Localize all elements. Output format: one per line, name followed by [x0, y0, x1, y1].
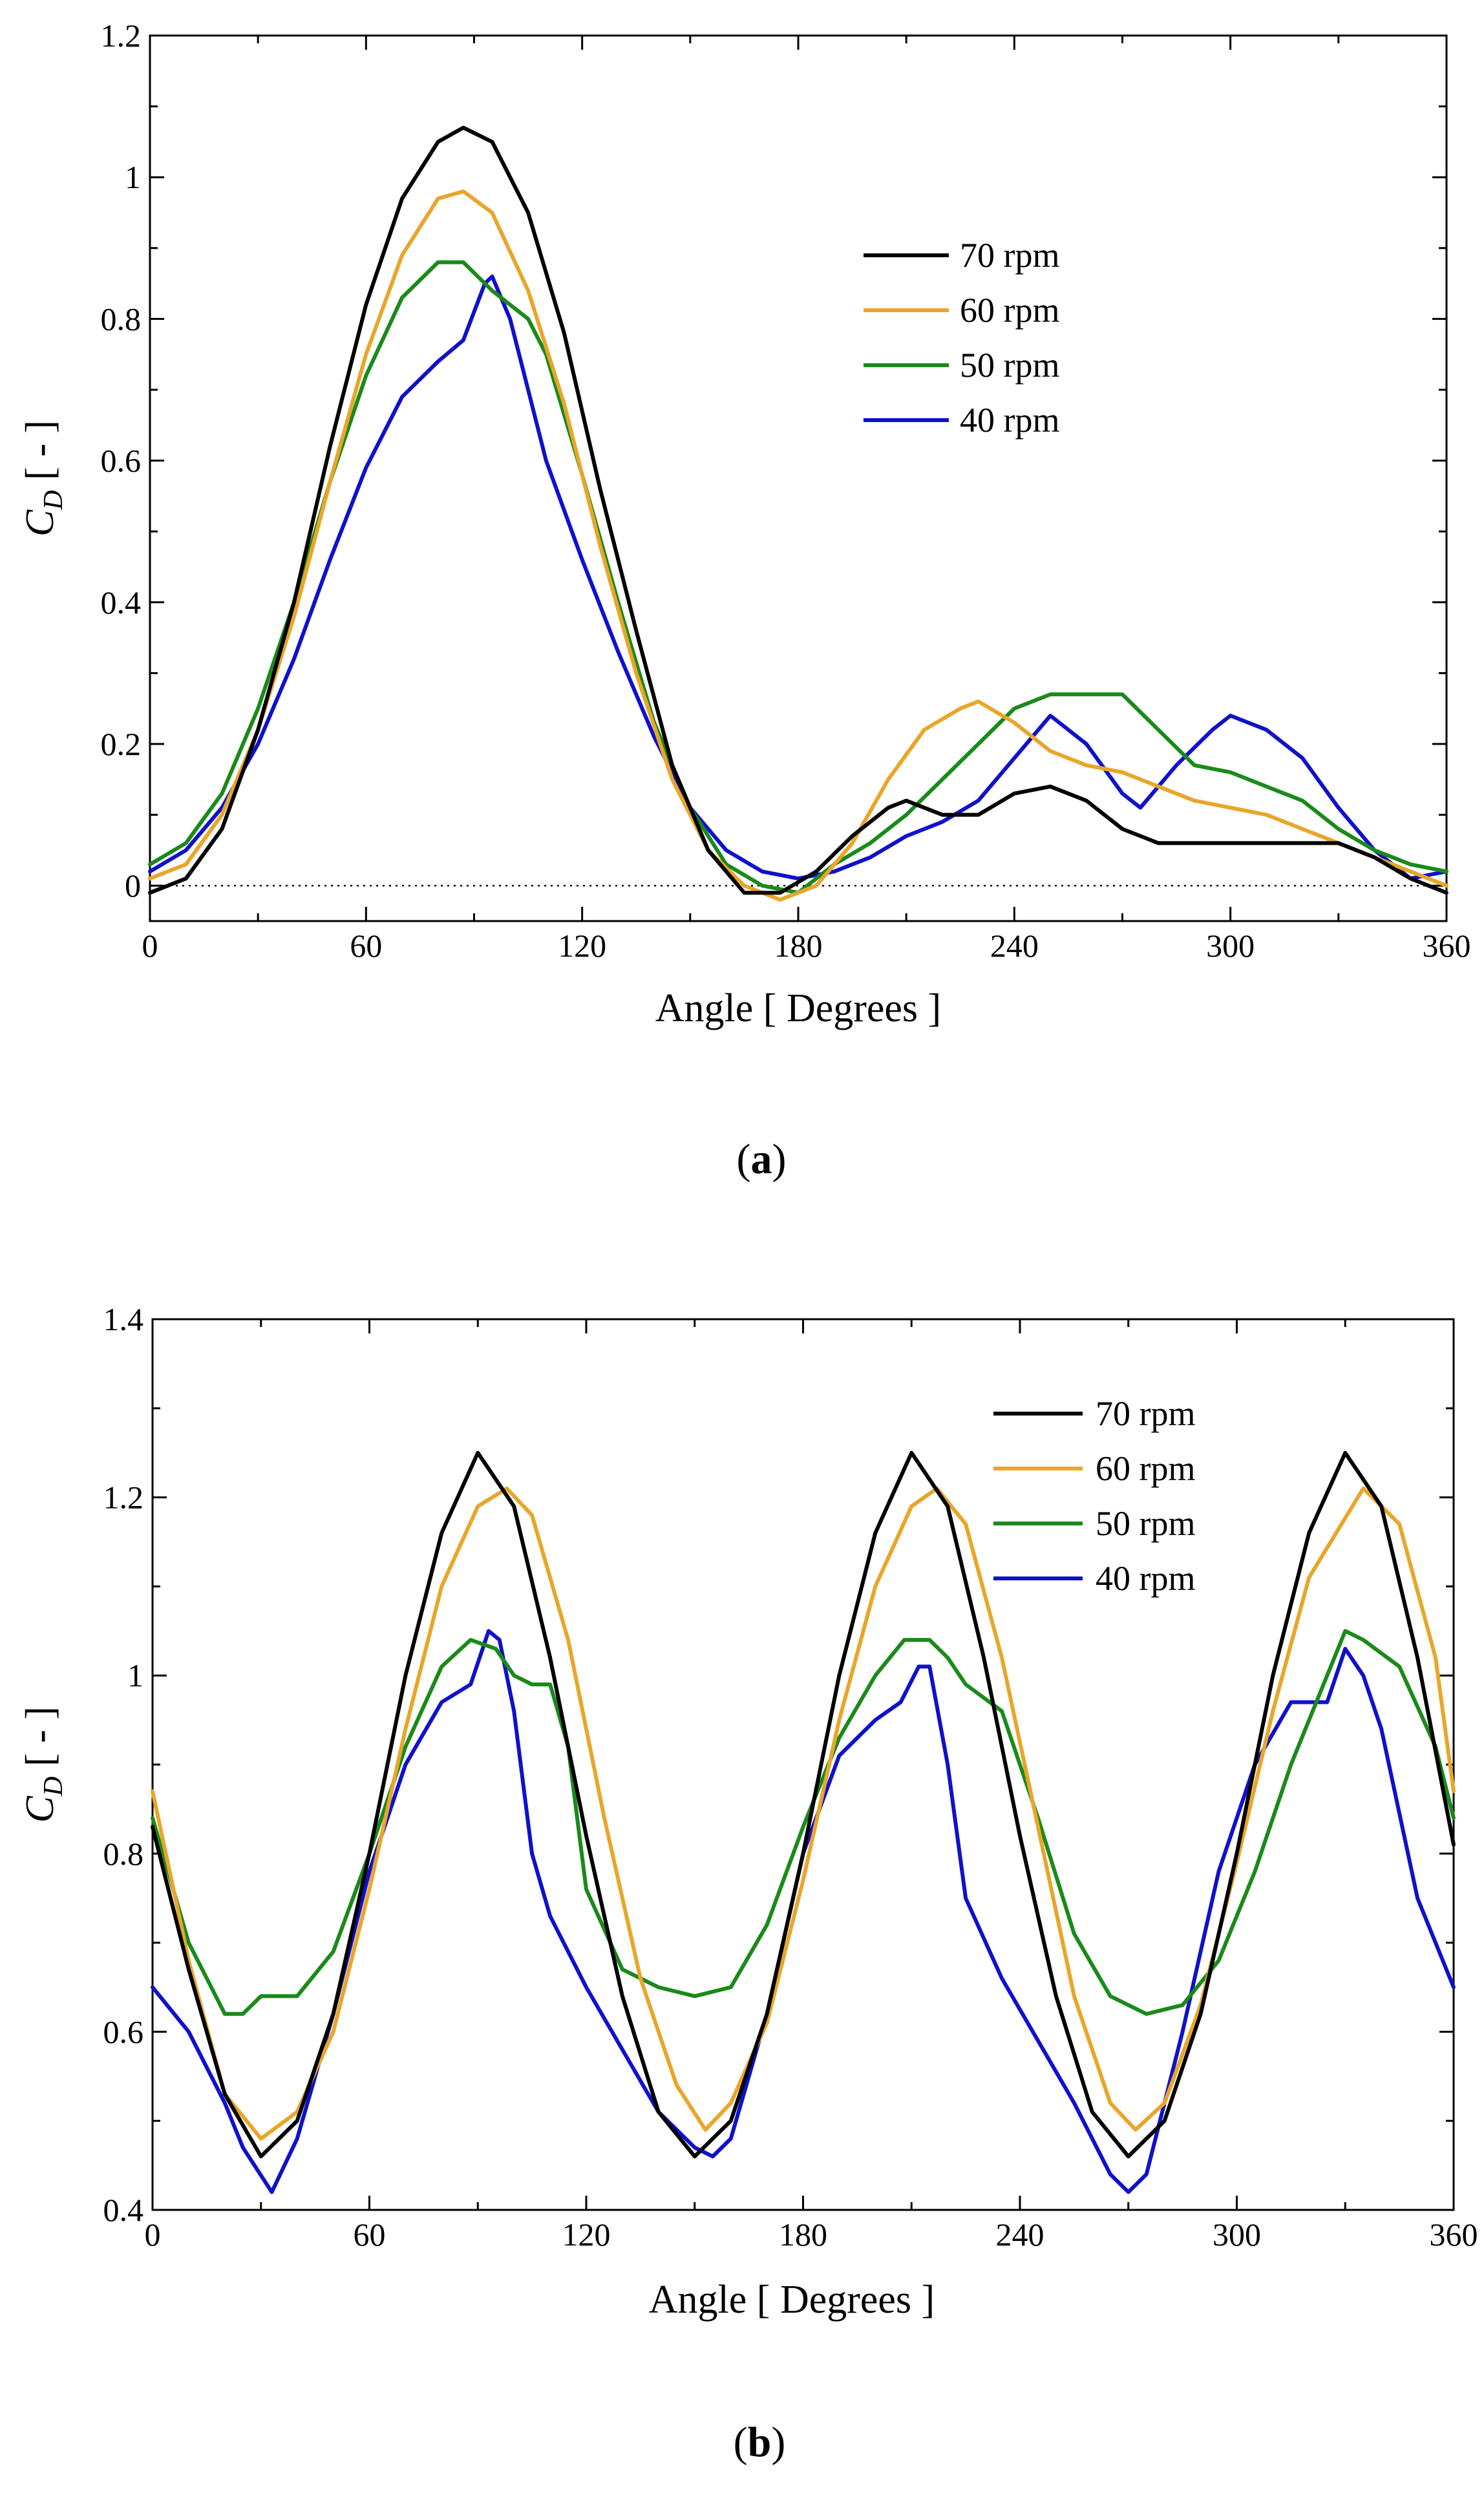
x-tick-label-a: 120: [558, 928, 606, 964]
legend-label-40-a: 40 rpm: [960, 401, 1060, 440]
chart-panel-b: 0 60 120 180 240 300 360 0.4 0.6 0.8 1 1.2 1.4 70 rp…: [18, 1301, 1478, 2466]
y-axis-label-b: CD [ - ]: [18, 1706, 69, 1823]
y-tick-label-a: 0: [125, 867, 141, 904]
caption-a: (a): [737, 1136, 787, 1183]
legend-label-50-b: 50 rpm: [1096, 1504, 1196, 1543]
y-axis-label-main-b: C: [18, 1796, 62, 1823]
series-line-70-rpm-b: [151, 1450, 1456, 2159]
y-axis-label-main-a: C: [18, 509, 62, 536]
y-tick-label-b: 1.4: [103, 1301, 144, 1337]
x-axis-label-a: Angle [ Degrees ]: [655, 986, 941, 1030]
legend-label-70-b: 70 rpm: [1096, 1394, 1196, 1433]
x-tick-label-b: 120: [562, 2216, 611, 2253]
legend-label-60-a: 60 rpm: [960, 291, 1060, 330]
y-tick-label-b: 0.8: [103, 1836, 144, 1872]
legend-label-50-a: 50 rpm: [960, 346, 1060, 385]
y-tick-label-b: 0.4: [103, 2192, 144, 2228]
caption-b-letter: b: [748, 2419, 772, 2466]
y-axis-label-a: CD [ - ]: [18, 420, 69, 536]
plot-frame-a: [149, 34, 1448, 922]
x-tick-label-a: 180: [774, 928, 823, 964]
series-line-50-rpm-b: [151, 1629, 1456, 2016]
x-tick-label-a: 360: [1423, 928, 1471, 964]
y-axis-label-unit-a: [ - ]: [18, 420, 62, 490]
series-line-60-rpm-a: [148, 189, 1448, 902]
series-line-40-rpm-a: [148, 274, 1448, 881]
y-tick-label-b: 1.2: [103, 1480, 144, 1516]
y-tick-label-a: 0.6: [101, 443, 142, 479]
caption-a-letter: a: [751, 1136, 772, 1183]
x-axis-label-b: Angle [ Degrees ]: [649, 2278, 935, 2322]
caption-b: (b): [734, 2419, 786, 2466]
y-axis-label-unit-b: [ - ]: [18, 1706, 62, 1776]
chart-panel-a: 0 60 120 180 240 300 360 0 0.2 0.4 0.6 0.8 1 1.2 70 r…: [18, 17, 1471, 1183]
axes-b: 0 60 120 180 240 300 360 0.4 0.6 0.8 1 1.2 1.4: [103, 1301, 1478, 2253]
axes-a: 0 60 120 180 240 300 360 0 0.2 0.4 0.6 0.8 1 1.2: [101, 17, 1471, 964]
series-group-a: [148, 125, 1448, 902]
y-axis-label-sub-b: D: [39, 1776, 69, 1796]
y-tick-label-a: 1: [125, 159, 141, 195]
y-axis-label-sub-a: D: [39, 490, 69, 510]
x-tick-label-b: 240: [996, 2216, 1044, 2253]
y-tick-label-a: 0.4: [101, 584, 142, 621]
x-tick-label-a: 300: [1206, 928, 1255, 964]
x-tick-label-b: 0: [145, 2216, 161, 2253]
legend-a: 70 rpm 60 rpm 50 rpm 40 rpm: [864, 236, 1060, 440]
series-line-70-rpm-a: [148, 125, 1448, 895]
y-tick-label-a: 0.2: [101, 726, 142, 762]
x-tick-label-b: 60: [354, 2216, 386, 2253]
x-tick-label-b: 180: [779, 2216, 827, 2253]
series-group-b: [151, 1450, 1456, 2194]
x-tick-label-a: 0: [142, 928, 158, 964]
x-tick-label-a: 240: [990, 928, 1039, 964]
x-tick-label-b: 360: [1430, 2216, 1478, 2253]
x-tick-label-b: 300: [1213, 2216, 1261, 2253]
legend-label-40-b: 40 rpm: [1096, 1559, 1196, 1598]
legend-label-70-a: 70 rpm: [960, 236, 1060, 275]
legend-b: 70 rpm 60 rpm 50 rpm 40 rpm: [993, 1394, 1196, 1598]
series-line-50-rpm-a: [148, 260, 1448, 895]
y-tick-label-a: 0.8: [101, 301, 142, 337]
x-tick-label-a: 60: [350, 928, 382, 964]
y-tick-label-a: 1.2: [101, 17, 142, 54]
y-tick-label-b: 0.6: [103, 2013, 144, 2050]
legend-label-60-b: 60 rpm: [1096, 1449, 1196, 1488]
y-tick-label-b: 1: [127, 1657, 143, 1693]
series-line-60-rpm-b: [151, 1486, 1456, 2141]
